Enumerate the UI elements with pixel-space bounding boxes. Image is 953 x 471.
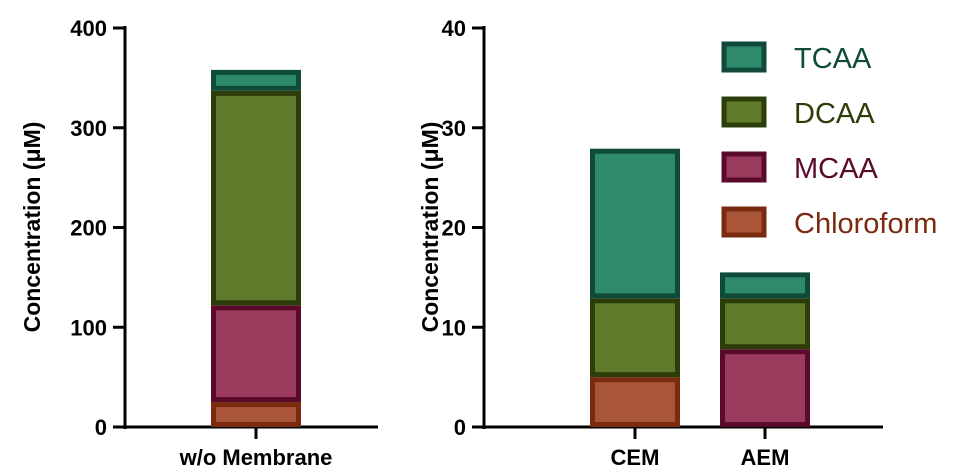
legend: TCAA DCAA MCAA Chloroform — [721, 41, 937, 240]
y-tick-label: 30 — [442, 116, 466, 141]
right-panel: 0 10 20 30 40 CEM AEM Concentration (μM) — [417, 16, 883, 470]
y-tick-label: 0 — [95, 415, 107, 440]
legend-label: Chloroform — [794, 208, 937, 240]
y-tick-label: 200 — [70, 216, 107, 241]
legend-swatch-tcaa — [721, 41, 767, 73]
y-tick-label: 300 — [70, 116, 107, 141]
x-tick-label: AEM — [741, 445, 790, 470]
legend-swatch-dcaa — [721, 96, 767, 128]
bar-segment-chloroform — [211, 402, 301, 427]
bar-segment-dcaa — [211, 90, 301, 306]
legend-label: MCAA — [794, 153, 878, 185]
bar-segment-mcaa — [211, 305, 301, 403]
y-axis-title: Concentration (μM) — [19, 122, 45, 333]
y-tick-label: 40 — [442, 16, 466, 41]
y-tick-label: 100 — [70, 315, 107, 340]
x-tick-label: w/o Membrane — [179, 445, 333, 470]
bar-segment-dcaa — [720, 298, 810, 350]
legend-swatch-chloroform — [721, 206, 767, 238]
legend-label: DCAA — [794, 98, 875, 130]
y-tick-label: 20 — [442, 216, 466, 241]
bar-segment-tcaa — [211, 69, 301, 91]
left-panel: 0 100 200 300 400 w/o Membrane Concentration (… — [19, 16, 378, 470]
bar-segment-chloroform — [590, 377, 680, 427]
y-axis-title: Concentration (μM) — [417, 122, 443, 333]
legend-label: TCAA — [794, 43, 872, 75]
x-tick-label: CEM — [611, 445, 660, 470]
bar-segment-tcaa — [720, 272, 810, 299]
bar-segment-dcaa — [590, 298, 680, 378]
y-tick-label: 10 — [442, 315, 466, 340]
bar-segment-mcaa — [720, 349, 810, 428]
y-tick-label: 0 — [454, 415, 466, 440]
y-tick-label: 400 — [70, 16, 107, 41]
bar-segment-tcaa — [590, 148, 680, 299]
legend-swatch-mcaa — [721, 151, 767, 183]
